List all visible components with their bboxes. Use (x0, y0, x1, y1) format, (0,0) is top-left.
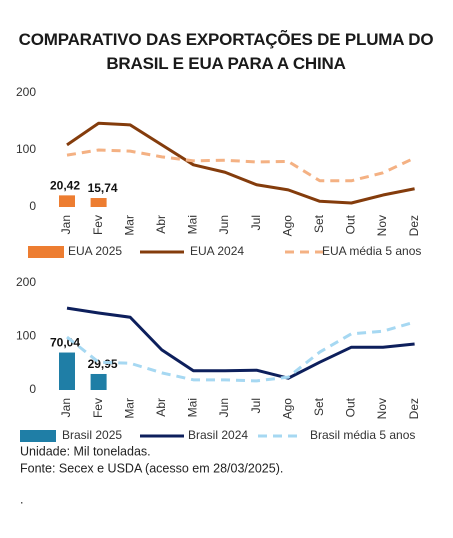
y-tick-label: 0 (29, 382, 36, 396)
legend-label: EUA 2024 (190, 244, 244, 258)
x-tick-label: Mar (122, 398, 136, 419)
x-tick-label: Nov (375, 215, 389, 236)
legend-label: EUA 2025 (68, 244, 122, 258)
x-tick-label: Ago (280, 398, 294, 420)
x-tick-label: Out (344, 397, 358, 417)
legend-swatch (20, 430, 56, 442)
note: Unidade: Mil toneladas. (20, 444, 151, 458)
x-tick-label: Fev (91, 215, 105, 235)
bar (90, 198, 107, 207)
x-tick-label: Jan (59, 215, 73, 234)
x-tick-label: Mai (186, 398, 200, 417)
x-tick-label: Jan (59, 398, 73, 417)
legend-label: Brasil 2024 (188, 428, 248, 442)
x-tick-label: Mar (122, 215, 136, 236)
x-tick-label: Jul (249, 398, 263, 413)
x-tick-label: Dez (407, 215, 421, 236)
legend-swatch (28, 246, 64, 258)
line (66, 306, 415, 380)
line (66, 121, 415, 205)
x-tick-label: Out (344, 214, 358, 234)
legend-label: Brasil 2025 (62, 428, 122, 442)
y-tick-label: 0 (29, 199, 36, 213)
x-tick-label: Set (312, 214, 326, 233)
y-tick-label: 200 (16, 85, 36, 99)
note: . (20, 492, 23, 506)
x-tick-label: Abr (154, 215, 168, 234)
bar (90, 373, 107, 390)
line (66, 148, 416, 183)
x-tick-label: Abr (154, 398, 168, 417)
data-label: 70,04 (50, 336, 80, 350)
x-tick-label: Fev (91, 398, 105, 418)
x-tick-label: Ago (280, 215, 294, 237)
x-tick-label: Jun (217, 215, 231, 234)
line (66, 320, 416, 383)
y-tick-label: 100 (16, 142, 36, 156)
data-label: 29,95 (88, 357, 118, 371)
bar (59, 195, 75, 207)
data-label: 20,42 (50, 179, 80, 193)
chart-title: COMPARATIVO DAS EXPORTAÇÕES DE PLUMA DO … (18, 30, 434, 73)
legend-label: EUA média 5 anos (322, 244, 421, 258)
x-tick-label: Dez (407, 398, 421, 419)
bar (59, 352, 75, 390)
y-tick-label: 200 (16, 275, 36, 289)
x-tick-label: Jun (217, 398, 231, 417)
x-tick-label: Mai (186, 215, 200, 234)
note: Fonte: Secex e USDA (acesso em 28/03/202… (20, 461, 283, 475)
x-tick-label: Jul (249, 215, 263, 230)
x-tick-label: Set (312, 397, 326, 416)
legend-label: Brasil média 5 anos (310, 428, 415, 442)
x-tick-label: Nov (375, 398, 389, 419)
y-tick-label: 100 (16, 329, 36, 343)
data-label: 15,74 (88, 181, 118, 195)
